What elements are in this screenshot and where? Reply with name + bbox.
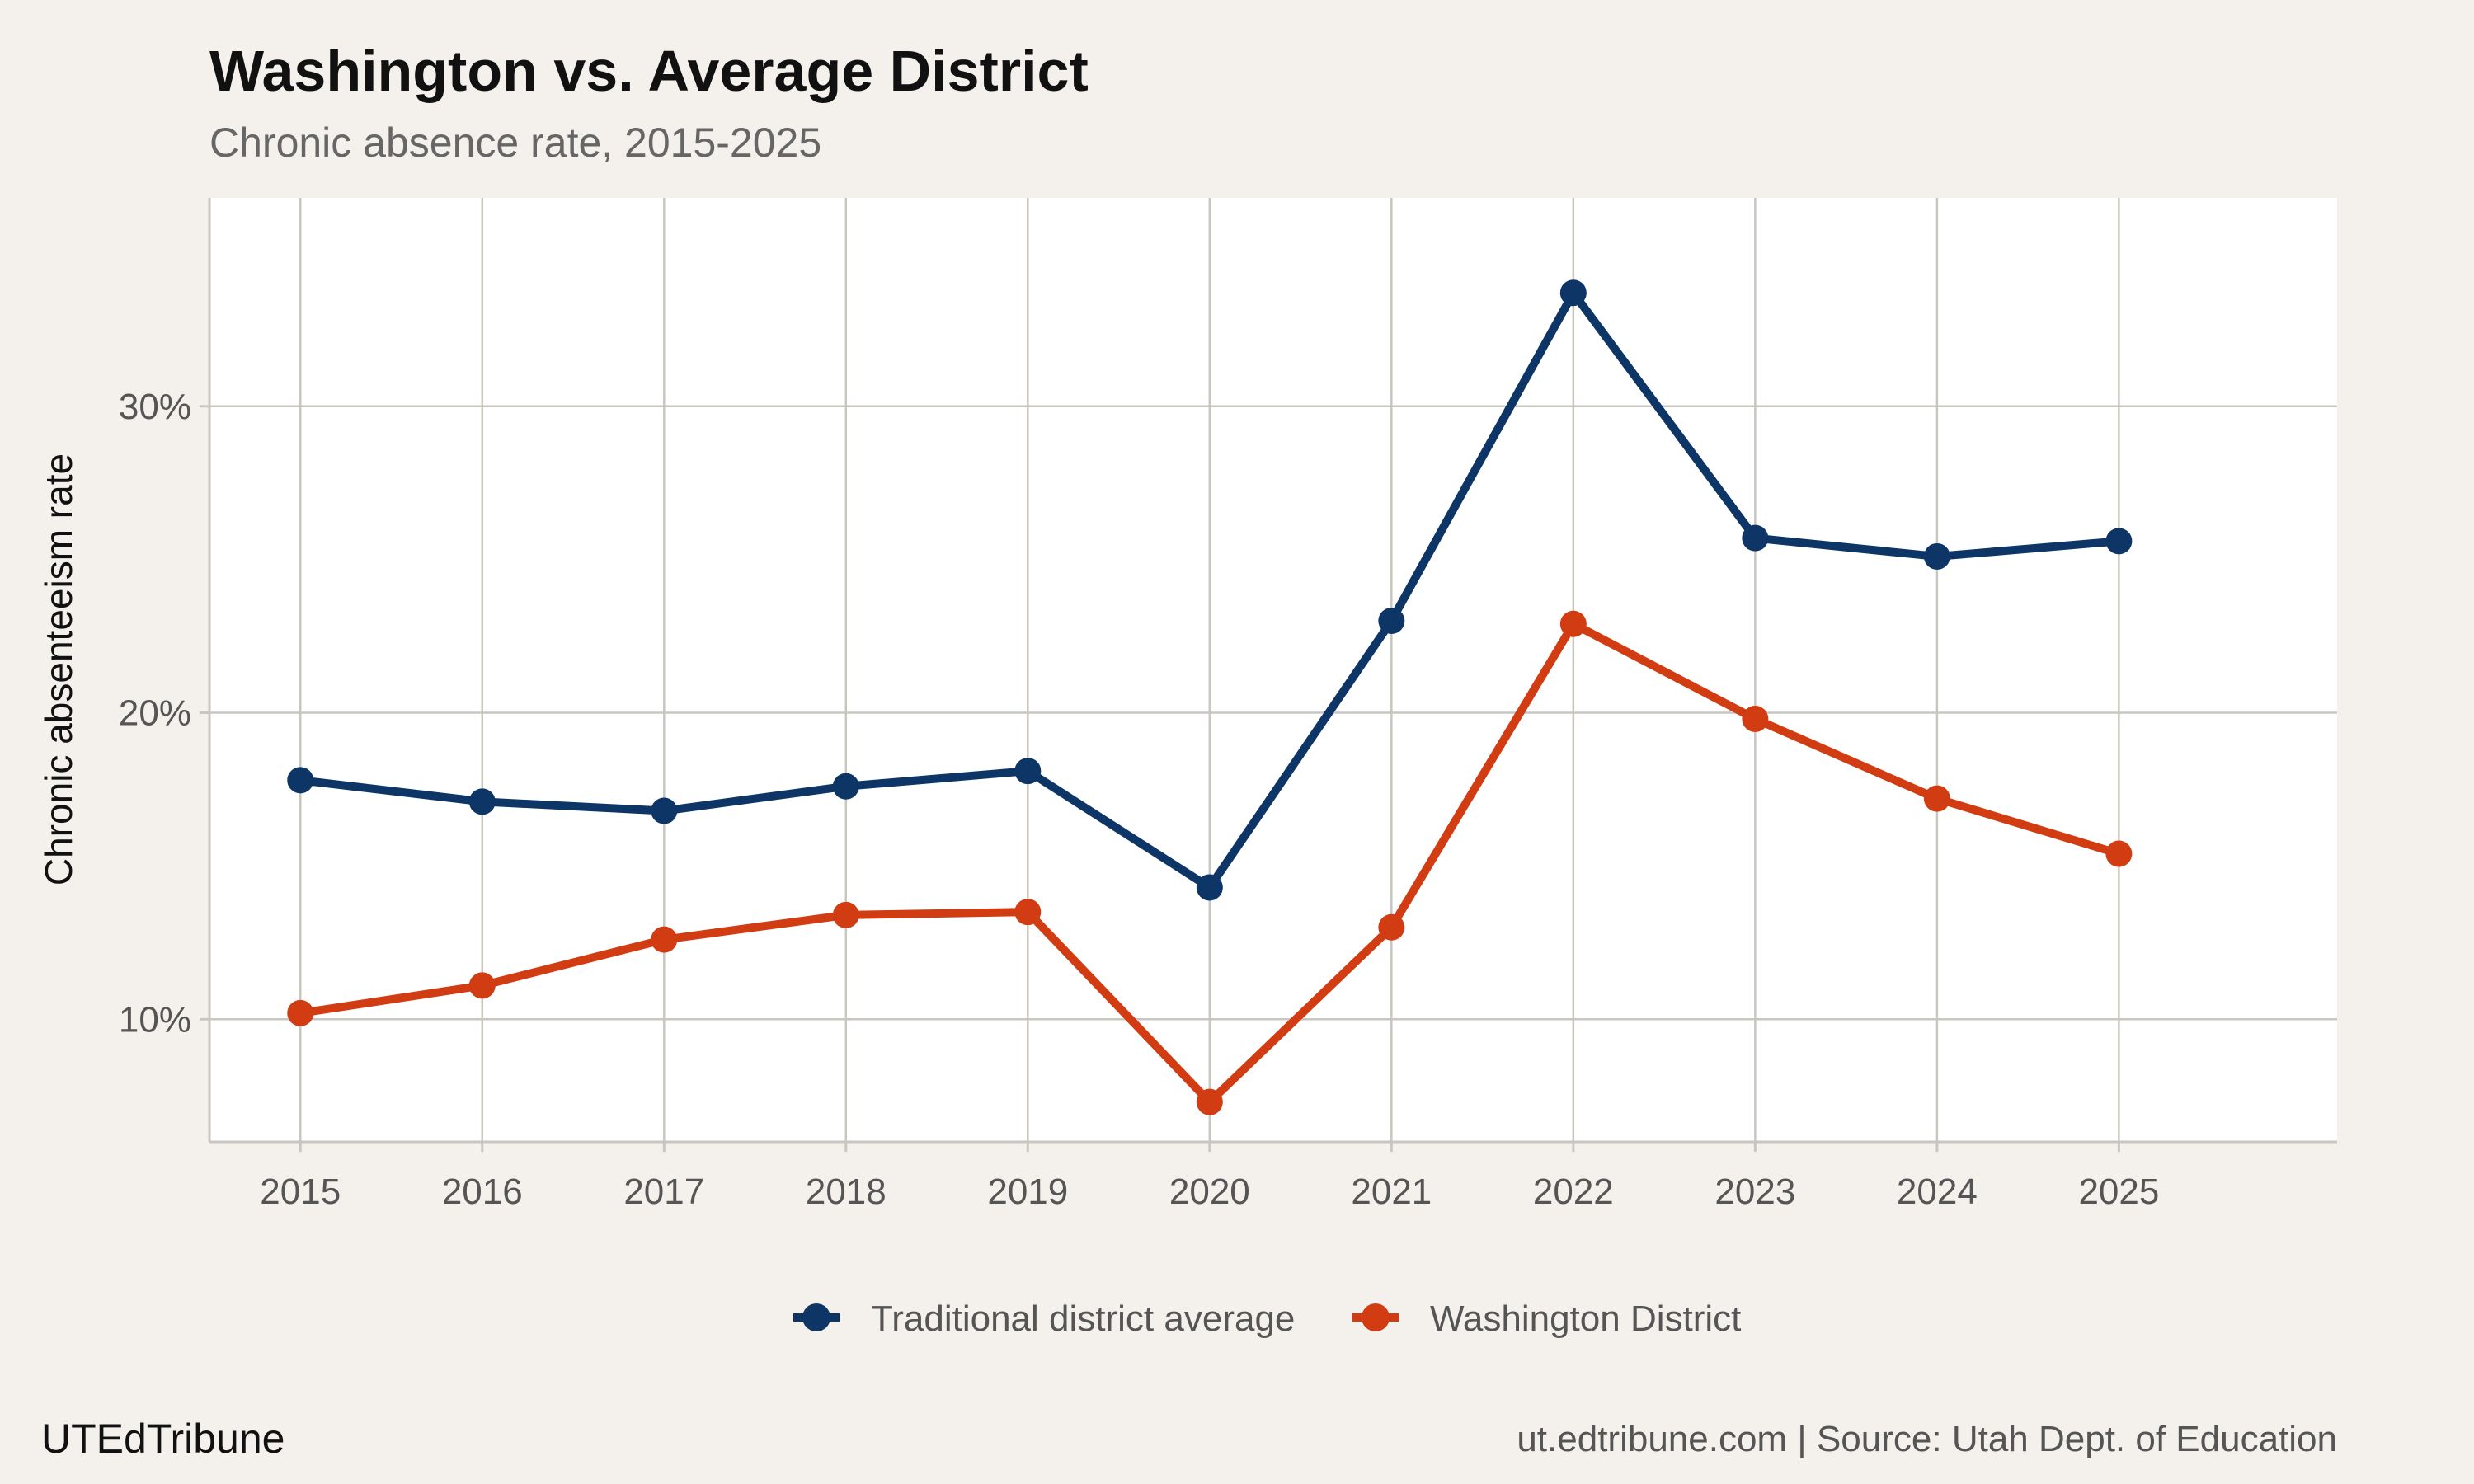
data-point-0-2018 xyxy=(832,773,859,800)
data-point-1-2018 xyxy=(832,901,859,928)
data-point-1-2019 xyxy=(1014,899,1042,926)
data-point-0-2017 xyxy=(651,797,678,824)
y-tick-label: 20% xyxy=(119,693,191,734)
data-point-1-2021 xyxy=(1378,913,1405,941)
x-tick-label: 2022 xyxy=(1533,1172,1614,1212)
y-tick-label: 30% xyxy=(119,387,191,427)
x-tick-label: 2018 xyxy=(806,1172,887,1212)
chart-subtitle: Chronic absence rate, 2015-2025 xyxy=(209,120,821,166)
data-point-0-2022 xyxy=(1559,279,1587,307)
legend: Traditional district average Washington … xyxy=(793,1298,1741,1339)
y-tick-label: 10% xyxy=(119,999,191,1040)
x-tick-label: 2021 xyxy=(1351,1172,1432,1212)
data-point-1-2017 xyxy=(651,926,678,953)
data-point-0-2025 xyxy=(2105,528,2133,555)
y-tick-labels: 10% 20% 30% xyxy=(119,387,191,1040)
y-axis-title: Chronic absenteeism rate xyxy=(37,453,80,885)
data-point-0-2019 xyxy=(1014,758,1042,785)
data-point-0-2015 xyxy=(287,767,314,794)
data-point-1-2016 xyxy=(468,972,496,999)
axes xyxy=(208,198,2337,1144)
legend-label-washington: Washington District xyxy=(1430,1298,1741,1339)
data-point-1-2020 xyxy=(1196,1088,1223,1115)
data-point-1-2022 xyxy=(1559,610,1587,637)
legend-marker-traditional xyxy=(802,1303,830,1331)
footer-source: ut.edtribune.com | Source: Utah Dept. of… xyxy=(1517,1419,2337,1459)
x-tick-label: 2015 xyxy=(260,1172,341,1212)
legend-label-traditional: Traditional district average xyxy=(871,1298,1295,1339)
data-point-0-2023 xyxy=(1742,524,1769,552)
data-point-0-2024 xyxy=(1923,542,1950,570)
chart-title: Washington vs. Average District xyxy=(209,39,1089,103)
data-point-0-2021 xyxy=(1378,608,1405,635)
x-tick-label: 2016 xyxy=(442,1172,523,1212)
x-tick-label: 2020 xyxy=(1169,1172,1250,1212)
x-tick-label: 2023 xyxy=(1714,1172,1795,1212)
data-point-1-2025 xyxy=(2105,840,2133,867)
x-tick-label: 2025 xyxy=(2078,1172,2159,1212)
x-tick-label: 2017 xyxy=(623,1172,704,1212)
footer-brand: UTEdTribune xyxy=(41,1416,285,1462)
x-tick-label: 2024 xyxy=(1897,1172,1978,1212)
plot-panel xyxy=(209,198,2337,1142)
series xyxy=(287,279,2133,1115)
data-point-1-2023 xyxy=(1742,705,1769,732)
x-tick-labels: 2015 2016 2017 2018 2019 2020 2021 2022 2023 2024… xyxy=(260,1172,2159,1212)
x-tick-label: 2019 xyxy=(987,1172,1068,1212)
legend-marker-washington xyxy=(1362,1303,1390,1331)
grid xyxy=(200,198,2337,1152)
data-point-1-2015 xyxy=(287,999,314,1026)
data-point-1-2024 xyxy=(1923,785,1950,812)
data-point-0-2020 xyxy=(1196,874,1223,901)
data-point-0-2016 xyxy=(468,788,496,815)
